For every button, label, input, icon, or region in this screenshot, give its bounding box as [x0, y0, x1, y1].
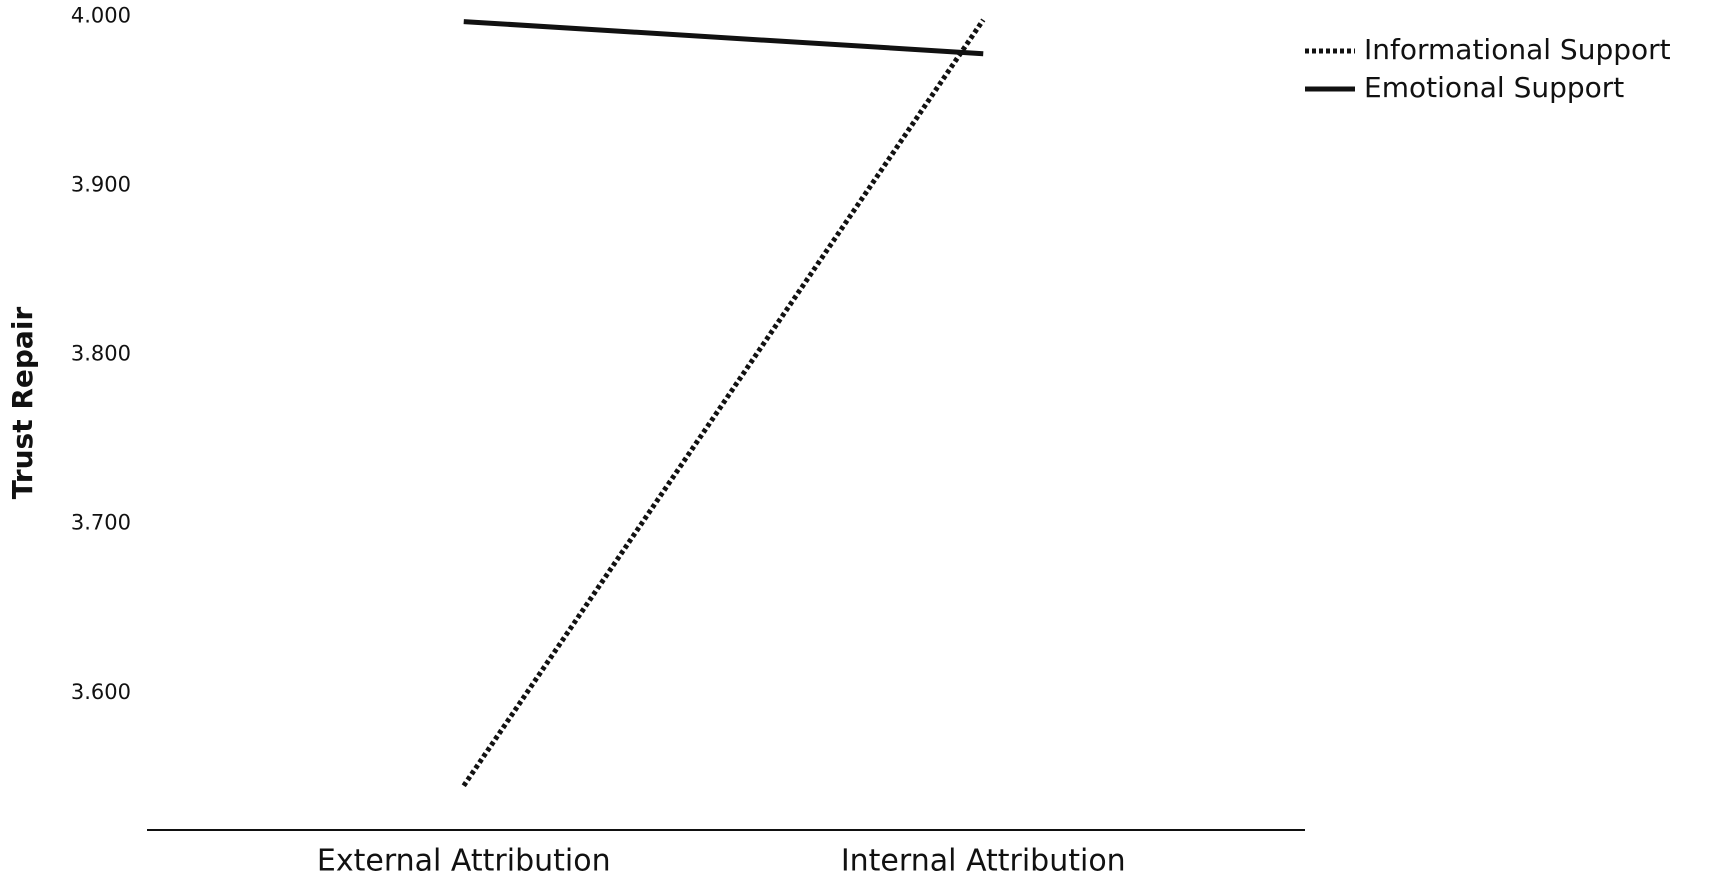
- y-tick-label: 4.000: [71, 4, 131, 28]
- y-tick-label: 3.700: [71, 511, 131, 535]
- series-line: [463, 19, 984, 57]
- series-line: [461, 18, 986, 788]
- x-tick-label: External Attribution: [317, 844, 611, 879]
- y-axis-label: Trust Repair: [6, 307, 39, 500]
- y-tick-label: 3.600: [71, 680, 131, 704]
- y-tick-label: 3.900: [71, 173, 131, 197]
- legend-label: Informational Support: [1364, 33, 1671, 66]
- y-tick-label: 3.800: [71, 342, 131, 366]
- legend-label: Emotional Support: [1364, 71, 1624, 104]
- x-tick-label: Internal Attribution: [841, 844, 1126, 879]
